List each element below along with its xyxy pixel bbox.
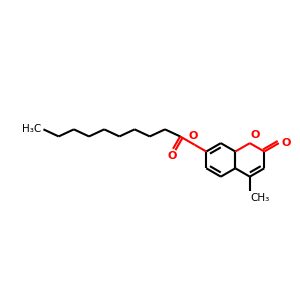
Text: O: O [251, 130, 260, 140]
Text: O: O [282, 137, 291, 148]
Text: O: O [167, 151, 177, 160]
Text: H₃C: H₃C [22, 124, 41, 134]
Text: O: O [188, 131, 198, 141]
Text: CH₃: CH₃ [250, 193, 270, 203]
